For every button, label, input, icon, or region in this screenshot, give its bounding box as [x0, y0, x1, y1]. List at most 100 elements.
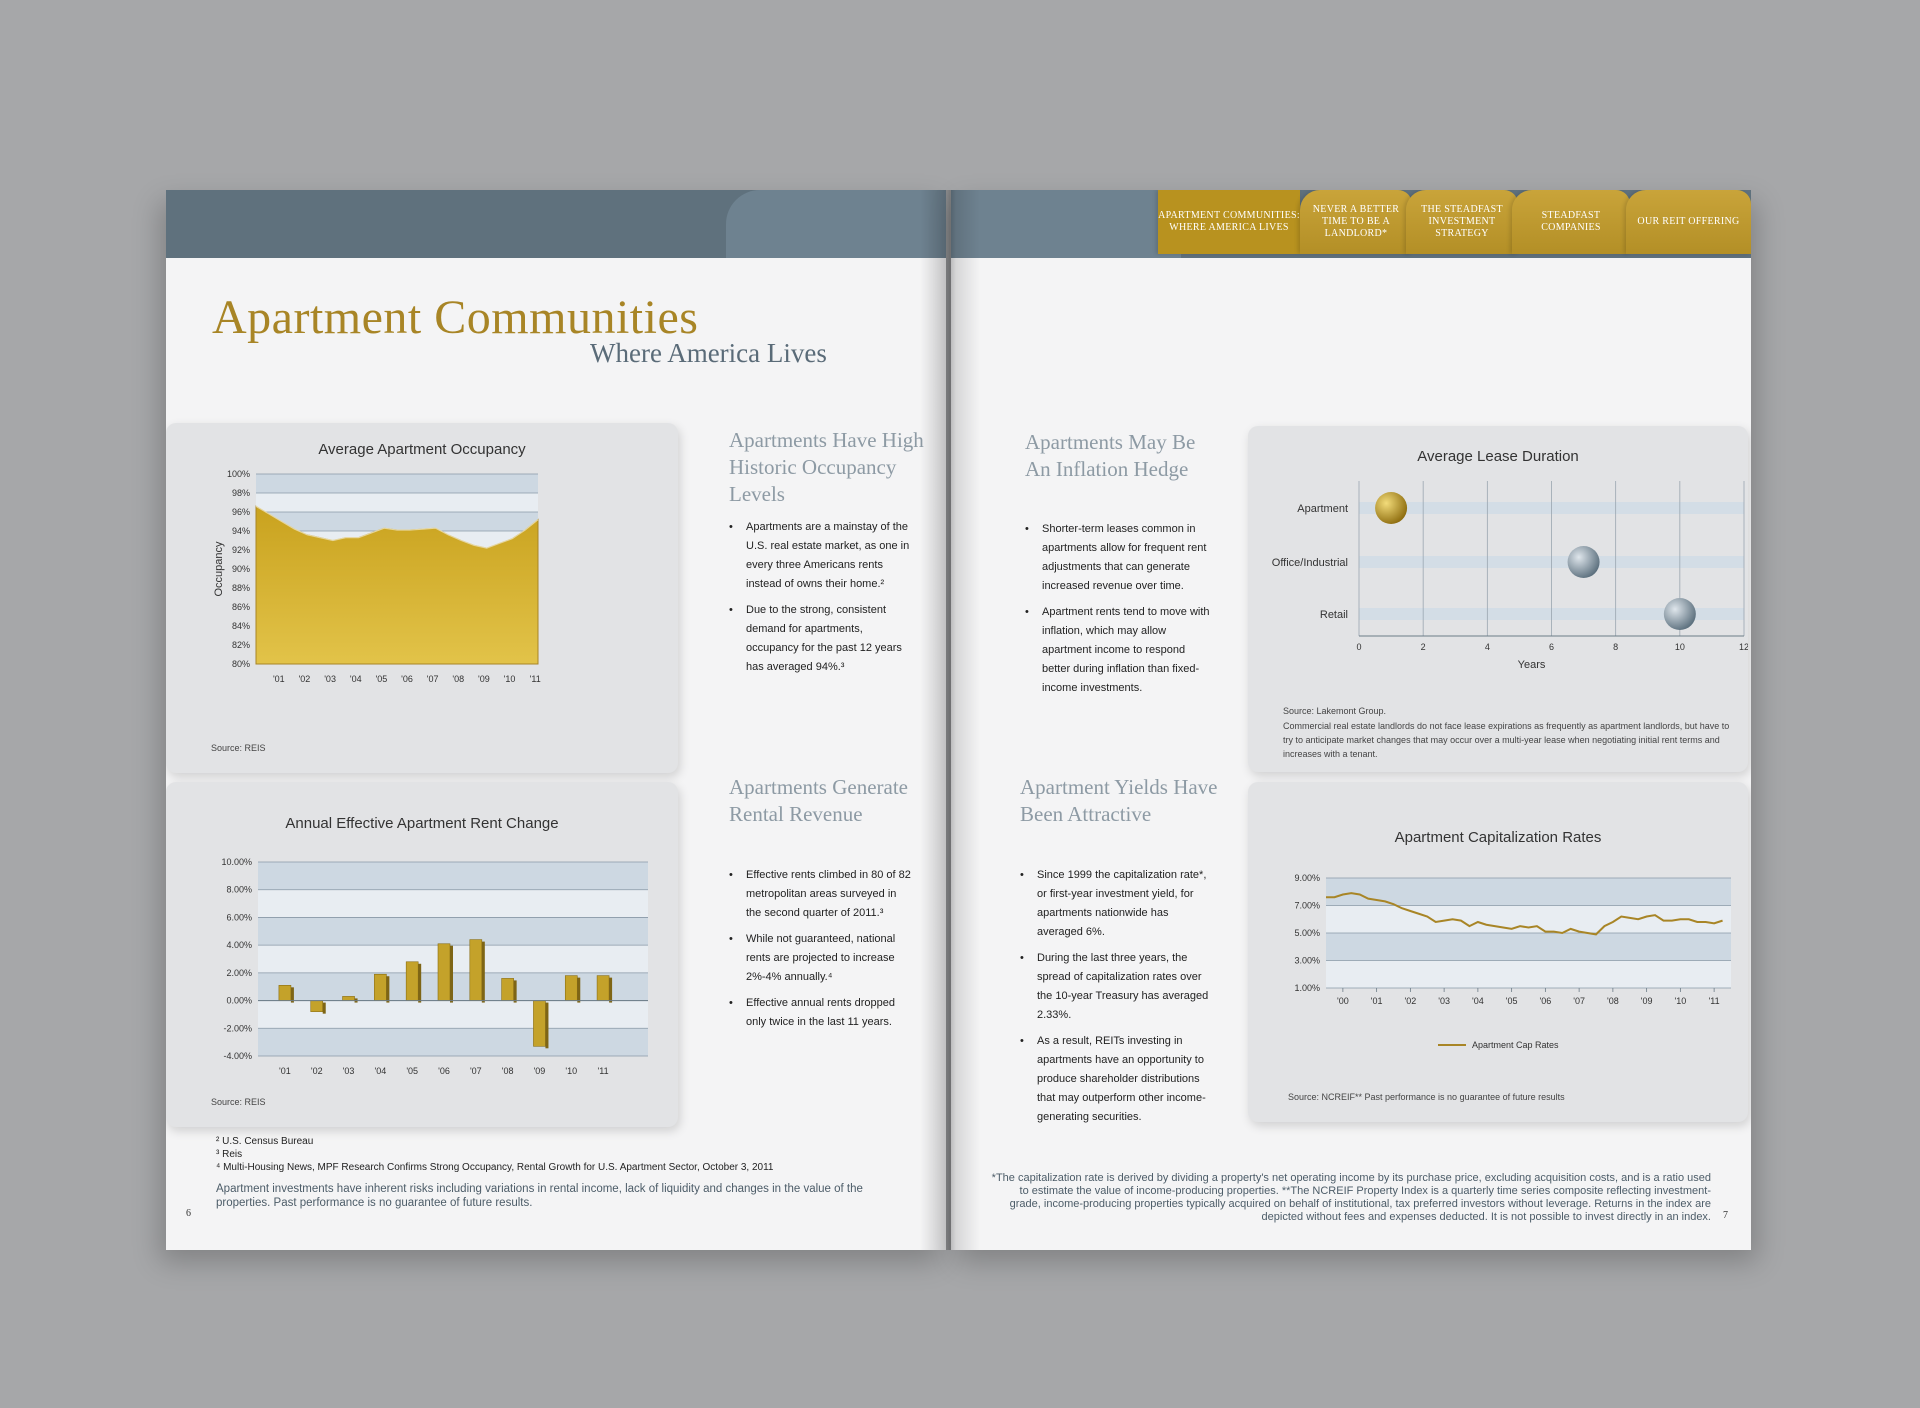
duration-bubble	[1663, 598, 1696, 630]
x-axis-label: Years	[1518, 659, 1546, 671]
x-tick-label: '11	[1709, 996, 1720, 1006]
y-tick-label: -4.00%	[223, 1051, 252, 1061]
bullet: As a result, REITs investing in apartmen…	[1020, 1032, 1210, 1127]
footnote: ³ Reis	[216, 1149, 243, 1160]
occupancy-source: Source: REIS	[211, 743, 266, 753]
x-tick-label: 8	[1613, 642, 1618, 652]
page-number: 6	[186, 1208, 191, 1219]
x-tick-label: 2	[1421, 642, 1426, 652]
x-tick-label: 4	[1485, 642, 1490, 652]
x-tick-label: '02	[299, 674, 311, 684]
nav-tab-label: STEADFAST COMPANIES	[1541, 210, 1601, 233]
nav-tab-apartment-communities[interactable]: APARTMENT COMMUNITIES: WHERE AMERICA LIV…	[1158, 190, 1300, 254]
x-tick-label: '03	[343, 1066, 355, 1076]
bar	[596, 975, 610, 1001]
x-tick-label: '09	[534, 1066, 546, 1076]
footnote: ⁴ Multi-Housing News, MPF Research Confi…	[216, 1162, 774, 1173]
page-number: 7	[1723, 1210, 1728, 1221]
grid-band	[1326, 933, 1731, 961]
x-tick-label: '11	[530, 674, 541, 684]
bullet: During the last three years, the spread …	[1020, 949, 1210, 1025]
y-tick-label: 0.00%	[226, 996, 252, 1006]
nav-tab-label: APARTMENT COMMUNITIES: WHERE AMERICA LIV…	[1158, 210, 1300, 233]
grid-band	[258, 917, 648, 946]
x-tick-label: '07	[1573, 996, 1585, 1006]
x-tick-label: '03	[1438, 996, 1450, 1006]
page-title: Apartment Communities	[212, 291, 699, 344]
nav-tab-landlord[interactable]: NEVER A BETTER TIME TO BE A LANDLORD*	[1300, 190, 1412, 254]
y-tick-label: 90%	[232, 564, 250, 574]
page-subtitle: Where America Lives	[590, 338, 827, 368]
x-tick-label: '10	[1675, 996, 1687, 1006]
y-tick-label: 84%	[232, 621, 250, 631]
rent-change-chart: 10.00% 8.00% 6.00% 4.00% 2.00% 0.00% -2.00% -4.…	[221, 857, 648, 1076]
right-page: APARTMENT COMMUNITIES: WHERE AMERICA LIV…	[951, 190, 1751, 1250]
nav-tab-companies[interactable]: STEADFAST COMPANIES	[1512, 190, 1630, 254]
grid-band	[258, 862, 648, 890]
y-axis-label: Occupancy	[213, 541, 225, 597]
x-tick-label: '05	[1506, 996, 1518, 1006]
cap-rate-chart-title: Apartment Capitalization Rates	[1394, 829, 1602, 846]
nav-tab-label: THE STEADFAST INVESTMENT STRATEGY	[1421, 204, 1503, 239]
rent-change-source: Source: REIS	[211, 1097, 266, 1107]
nav-tab-label: OUR REIT OFFERING	[1637, 216, 1740, 227]
grid-band	[256, 474, 538, 493]
cap-rate-chart-card: Apartment Capitalization Rates 9.00% 7.00…	[1248, 782, 1748, 1122]
y-tick-label: 82%	[232, 640, 250, 650]
cap-rate-source: Source: NCREIF** Past performance is no …	[1288, 1092, 1565, 1102]
x-tick-label: '05	[406, 1066, 418, 1076]
duration-bubble	[1567, 546, 1600, 578]
header-band-tab	[726, 190, 946, 258]
grid-band	[256, 493, 538, 512]
legend-label: Apartment Cap Rates	[1472, 1040, 1559, 1050]
nav-tab-strategy[interactable]: THE STEADFAST INVESTMENT STRATEGY	[1406, 190, 1518, 254]
x-tick-label: 0	[1356, 642, 1361, 652]
x-tick-label: '09	[478, 674, 490, 684]
grid-band	[258, 1028, 648, 1056]
bar	[310, 1000, 324, 1012]
cap-rate-footnote: *The capitalization rate is derived by d…	[991, 1172, 1711, 1223]
x-tick-label: '04	[350, 674, 362, 684]
y-tick-label: 7.00%	[1294, 901, 1320, 911]
lease-duration-chart-title: Average Lease Duration	[1417, 448, 1579, 465]
occupancy-bullets: Apartments are a mainstay of the U.S. re…	[729, 518, 914, 684]
x-tick-label: '05	[375, 674, 387, 684]
rental-bullets: Effective rents climbed in 80 of 82 metr…	[729, 866, 914, 1039]
occupancy-chart: 100% 98% 96% 94% 92% 90% 88% 86% 84% 82% 80% '01 '02…	[213, 469, 541, 684]
x-tick-label: '08	[502, 1066, 514, 1076]
bar	[469, 939, 483, 1001]
header-band-tab	[951, 190, 1181, 258]
left-page: Apartment Communities Where America Live…	[166, 190, 946, 1250]
bar	[278, 985, 292, 1001]
y-tick-label: 100%	[227, 469, 250, 479]
lease-duration-source: Source: Lakemont Group.	[1283, 706, 1387, 716]
x-tick-label: '07	[427, 674, 439, 684]
x-tick-label: '06	[1540, 996, 1552, 1006]
x-tick-label: '01	[1371, 996, 1383, 1006]
occupancy-line	[255, 505, 539, 549]
x-tick-label: '01	[279, 1066, 291, 1076]
bar-side	[418, 963, 422, 1003]
bar	[437, 943, 451, 1001]
bar-side	[450, 945, 453, 1003]
y-category-label: Office/Industrial	[1272, 557, 1348, 569]
x-tick-label: '06	[401, 674, 413, 684]
bullet: Apartment rents tend to move with inflat…	[1025, 603, 1210, 698]
bullet: While not guaranteed, national rents are…	[729, 930, 914, 987]
bar-side	[545, 1002, 549, 1049]
grid-band	[256, 512, 538, 531]
bullet: Effective rents climbed in 80 of 82 metr…	[729, 866, 914, 923]
nav-tab-reit-offering[interactable]: OUR REIT OFFERING	[1626, 190, 1751, 254]
y-tick-label: 96%	[232, 507, 250, 517]
footnote: ² U.S. Census Bureau	[216, 1136, 314, 1147]
nav-tab-label: NEVER A BETTER TIME TO BE A LANDLORD*	[1312, 204, 1400, 239]
bullet: Since 1999 the capitalization rate*, or …	[1020, 866, 1210, 942]
duration-bubble	[1375, 492, 1408, 524]
bar	[533, 1000, 546, 1047]
cap-rate-chart: 9.00% 7.00% 5.00% 3.00% 1.00% '00 '01 '02 '03 '04…	[1294, 873, 1731, 1050]
y-tick-label: 80%	[232, 659, 250, 669]
y-tick-label: 3.00%	[1294, 956, 1320, 966]
x-tick-label: '03	[324, 674, 336, 684]
x-tick-label: '06	[438, 1066, 450, 1076]
bar-side	[577, 977, 581, 1003]
